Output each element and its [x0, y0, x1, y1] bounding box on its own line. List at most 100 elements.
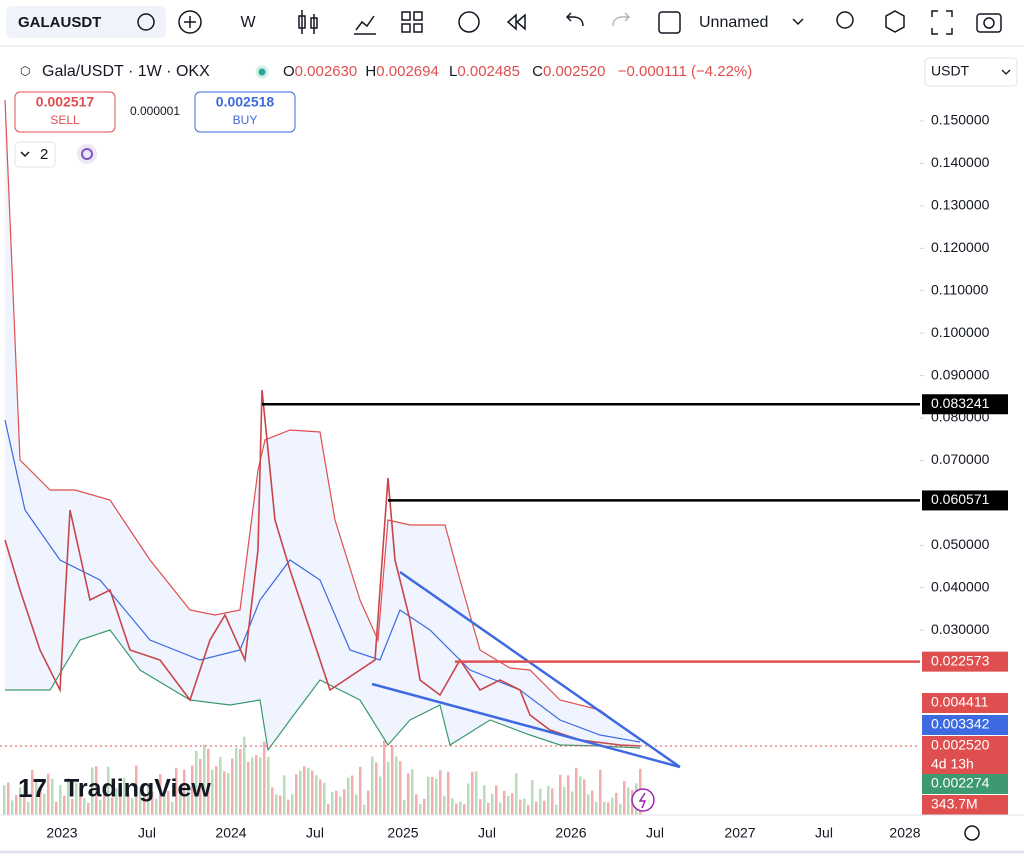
legend-title: Gala/USDT · 1W · OKX — [42, 63, 210, 80]
events-button[interactable] — [631, 788, 655, 812]
trend-line-upper — [399, 570, 681, 769]
volume-bar — [351, 775, 354, 815]
volume-bar — [383, 740, 386, 815]
volume-bar — [187, 786, 190, 815]
volume-bar — [111, 797, 114, 815]
volume-bar — [239, 749, 242, 815]
volume-bar — [483, 785, 486, 815]
volume-bar — [75, 782, 78, 815]
volume-bar — [99, 800, 102, 815]
undo-button[interactable] — [565, 12, 584, 27]
watermark-logo: 17 — [18, 773, 47, 803]
volume-bar — [131, 798, 134, 815]
sync-icon — [81, 148, 93, 160]
volume-bar — [347, 777, 350, 815]
spread: 0.000001 — [130, 104, 180, 118]
indicators-button[interactable] — [354, 15, 376, 35]
volume-bar — [563, 786, 566, 815]
volume-bar — [35, 781, 38, 815]
volume-bar — [431, 777, 434, 815]
volume-bar — [323, 782, 326, 815]
volume-bar — [223, 771, 226, 815]
price-label: 0.003342 — [931, 716, 990, 732]
screenshot-button[interactable] — [976, 13, 1002, 33]
indicators-toggle[interactable] — [14, 141, 56, 168]
volume-bar — [39, 788, 42, 815]
buy-button[interactable] — [194, 91, 296, 133]
change: −0.000111 (−4.22%) — [618, 63, 753, 80]
sell-label: SELL — [50, 113, 80, 127]
volume-bar — [15, 795, 18, 815]
volume-bar — [559, 774, 562, 815]
price-label-box — [922, 736, 1008, 776]
volume-bar — [403, 799, 406, 815]
price-label: 0.002274 — [931, 775, 990, 791]
volume-bar — [335, 790, 338, 815]
search-button[interactable] — [836, 11, 854, 29]
time-label: 2025 — [387, 825, 418, 841]
volume-bar — [23, 784, 26, 815]
volume-bar — [539, 788, 542, 815]
layout-checkbox[interactable] — [658, 11, 681, 34]
time-label: Jul — [815, 825, 833, 841]
chevron — [20, 151, 30, 158]
time-label: Jul — [138, 825, 156, 841]
volume-bar — [103, 787, 106, 815]
time-label: Jul — [646, 825, 664, 841]
volume-bar — [63, 795, 66, 815]
redo-button[interactable] — [612, 12, 631, 27]
volume-bar — [591, 790, 594, 815]
upper-band — [4, 99, 641, 741]
low: 0.002485 — [457, 63, 520, 80]
volume-bar — [519, 799, 522, 815]
volume-bar — [571, 791, 574, 815]
layout-dropdown[interactable] — [792, 18, 804, 26]
volume-bar — [211, 769, 214, 815]
volume-bar — [407, 773, 410, 815]
time-label: 2023 — [46, 825, 77, 841]
volume-bar — [479, 799, 482, 815]
volume-bar — [415, 794, 418, 815]
volume-bar — [367, 790, 370, 815]
volume-bar — [371, 756, 374, 815]
currency-button[interactable] — [924, 57, 1018, 87]
interval-button[interactable]: W — [240, 14, 256, 31]
settings-button[interactable] — [885, 10, 905, 33]
market-status — [255, 65, 269, 79]
compare-button[interactable] — [178, 10, 202, 34]
volume-bar — [511, 793, 514, 815]
templates-button[interactable] — [401, 11, 423, 33]
volume-bar — [375, 762, 378, 815]
chart-type-button[interactable] — [298, 10, 318, 34]
volume-bar — [259, 757, 262, 815]
plot — [0, 99, 920, 815]
axis-settings[interactable] — [964, 825, 980, 841]
volume-bar — [59, 785, 62, 815]
sync-button[interactable] — [77, 144, 97, 164]
volume-bar — [447, 771, 450, 815]
volume-bar — [579, 776, 582, 815]
volume-bar — [71, 798, 74, 815]
layout-name[interactable]: Unnamed — [699, 14, 768, 31]
volume-bar — [475, 771, 478, 815]
sell-button[interactable] — [14, 91, 116, 133]
sell-price: 0.002517 — [36, 94, 95, 110]
replay-button[interactable] — [506, 13, 526, 31]
volume-bar — [411, 769, 414, 815]
price-tick-label: 0.030000 — [931, 621, 990, 637]
volume-bar — [195, 750, 198, 815]
volume-bar — [495, 785, 498, 815]
price-label: 0.004411 — [931, 694, 989, 710]
price-tick-label: 0.100000 — [931, 324, 990, 340]
low-key: L — [449, 63, 457, 80]
fullscreen-button[interactable] — [931, 10, 953, 35]
volume-bar — [219, 756, 222, 815]
plus-icon — [184, 16, 196, 28]
symbol-button[interactable] — [6, 6, 166, 38]
volume-bar — [463, 804, 466, 815]
volume-bar — [627, 787, 630, 815]
alert-button[interactable] — [458, 11, 480, 33]
volume-bar — [171, 801, 174, 815]
currency-chevron — [1001, 69, 1011, 75]
